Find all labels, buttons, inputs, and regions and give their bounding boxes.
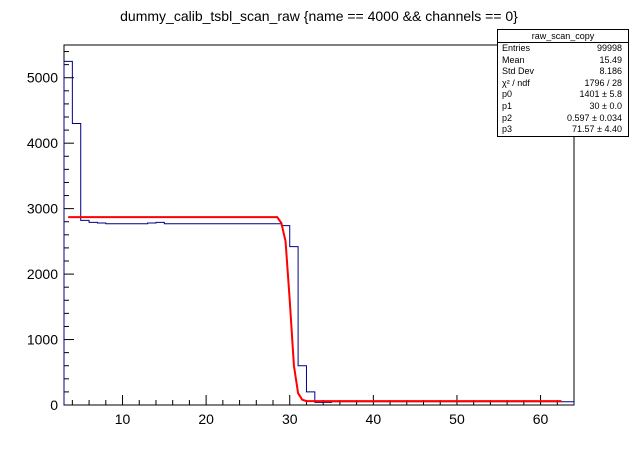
stats-value: 30 ± 0.0 — [589, 100, 622, 111]
stats-label: p1 — [502, 100, 513, 111]
stats-label: p2 — [502, 112, 513, 123]
y-tick-label: 2000 — [27, 266, 58, 282]
stats-label: χ² / ndf — [502, 77, 530, 88]
stats-row: p3 71.57 ± 4.40 — [498, 124, 628, 136]
stats-value: 1401 ± 5.8 — [579, 89, 622, 100]
stats-row: Std Dev 8.186 — [498, 66, 628, 78]
stats-value: 99998 — [596, 43, 622, 53]
x-tick-label: 20 — [198, 411, 214, 427]
stats-row: p2 0.597 ± 0.034 — [498, 113, 628, 125]
fit-curve — [68, 216, 562, 403]
stats-rows: Entries 99998 Mean 15.49 Std Dev 8.186 χ² / nd… — [498, 43, 628, 136]
stats-label: Entries — [502, 43, 531, 53]
y-tick-label: 3000 — [27, 201, 58, 217]
stats-value: 8.186 — [599, 66, 622, 77]
stats-label: p3 — [502, 124, 513, 135]
stats-value: 15.49 — [599, 54, 622, 65]
y-tick-label: 4000 — [27, 135, 58, 151]
y-tick-label: 1000 — [27, 332, 58, 348]
x-tick-label: 30 — [282, 411, 298, 427]
stats-label: p0 — [502, 89, 513, 100]
stats-box: raw_scan_copy Entries 99998 Mean 15.49 Std D… — [497, 29, 629, 137]
x-tick-label: 50 — [449, 411, 465, 427]
stats-row: p0 1401 ± 5.8 — [498, 89, 628, 101]
stats-label: Mean — [502, 54, 525, 65]
stats-label: Std Dev — [502, 66, 535, 77]
x-tick-label: 10 — [115, 411, 131, 427]
x-tick-label: 40 — [366, 411, 382, 427]
y-tick-label: 5000 — [27, 70, 58, 86]
x-tick-label: 60 — [533, 411, 549, 427]
stats-row: Mean 15.49 — [498, 55, 628, 67]
chart-title: dummy_calib_tsbl_scan_raw {name == 4000 … — [120, 8, 518, 24]
stats-row: Entries 99998 — [498, 43, 628, 55]
stats-row: p1 30 ± 0.0 — [498, 101, 628, 113]
stats-title: raw_scan_copy — [498, 30, 628, 43]
stats-value: 1796 / 28 — [584, 77, 622, 88]
stats-value: 71.57 ± 4.40 — [572, 124, 622, 135]
y-tick-label: 0 — [50, 397, 58, 413]
stats-value: 0.597 ± 0.034 — [567, 112, 622, 123]
stats-row: χ² / ndf 1796 / 28 — [498, 78, 628, 90]
